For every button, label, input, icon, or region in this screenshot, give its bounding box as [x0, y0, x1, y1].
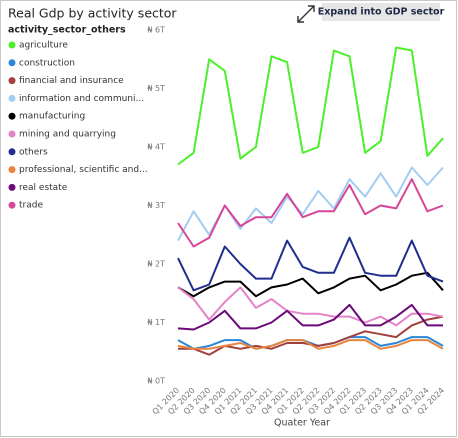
- legend-label: others: [19, 147, 48, 157]
- legend-dot: [8, 148, 16, 156]
- y-tick-label: ₦ 2T: [147, 260, 165, 269]
- y-tick-label: ₦ 0T: [147, 377, 165, 386]
- legend-label: professional, scientific and...: [19, 165, 148, 175]
- legend-title: activity_sector_others: [8, 25, 126, 36]
- legend-dot: [8, 77, 16, 85]
- legend-dot: [8, 183, 16, 191]
- chart-title: Real Gdp by activity sector: [8, 6, 177, 21]
- legend-label: information and communi...: [19, 94, 144, 104]
- series-line: [177, 286, 444, 327]
- legend-dot: [8, 59, 16, 67]
- legend-dot: [8, 130, 16, 138]
- legend-dot: [8, 166, 16, 174]
- series-line: [177, 271, 444, 298]
- legend-label: construction: [19, 58, 75, 68]
- series-line: [177, 236, 444, 292]
- series-line: [177, 178, 444, 248]
- y-tick-label: ₦ 6T: [147, 26, 165, 35]
- expand-button-label[interactable]: Expand into GDP sector: [318, 7, 445, 18]
- legend-label: manufacturing: [19, 112, 85, 122]
- y-tick-label: ₦ 5T: [147, 84, 165, 93]
- series-line: [177, 46, 444, 166]
- legend-dot: [8, 94, 16, 102]
- expand-button[interactable]: [322, 3, 440, 21]
- expand-icon[interactable]: [297, 5, 315, 23]
- legend-label: agriculture: [19, 41, 68, 51]
- series-line: [177, 303, 443, 331]
- legend-dot: [8, 41, 16, 49]
- x-axis-title: Quater Year: [274, 418, 330, 429]
- series-line: [177, 336, 444, 350]
- y-tick-label: ₦ 3T: [147, 201, 165, 210]
- series-line: [177, 339, 444, 350]
- legend-dot: [8, 112, 16, 120]
- y-tick-label: ₦ 4T: [147, 143, 165, 152]
- legend-dot: [8, 201, 16, 209]
- legend-label: real estate: [19, 183, 68, 193]
- legend-label: financial and insurance: [19, 76, 124, 86]
- legend-label: trade: [19, 201, 43, 211]
- y-tick-label: ₦ 1T: [147, 318, 165, 327]
- legend-label: mining and quarrying: [19, 130, 116, 140]
